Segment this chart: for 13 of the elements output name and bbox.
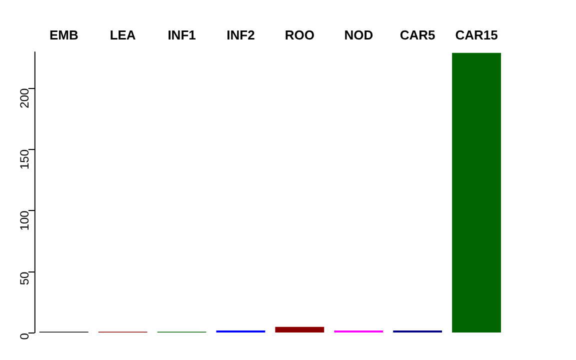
x-tick-label: CAR15 — [455, 27, 498, 42]
y-tick-label: 0 — [18, 332, 32, 340]
x-tick-label: INF2 — [226, 27, 255, 42]
x-tick-label: ROO — [284, 27, 314, 42]
y-tick-label: 50 — [18, 272, 32, 286]
x-tick-label: NOD — [344, 27, 374, 42]
x-tick-label: LEA — [110, 27, 136, 42]
x-tick-label: EMB — [49, 27, 78, 42]
y-tick-label: 150 — [18, 149, 32, 170]
x-tick-label: INF1 — [168, 27, 196, 42]
y-tick-label: 200 — [18, 88, 32, 108]
y-tick-label: 100 — [18, 210, 32, 231]
x-tick-label: CAR5 — [400, 27, 436, 42]
